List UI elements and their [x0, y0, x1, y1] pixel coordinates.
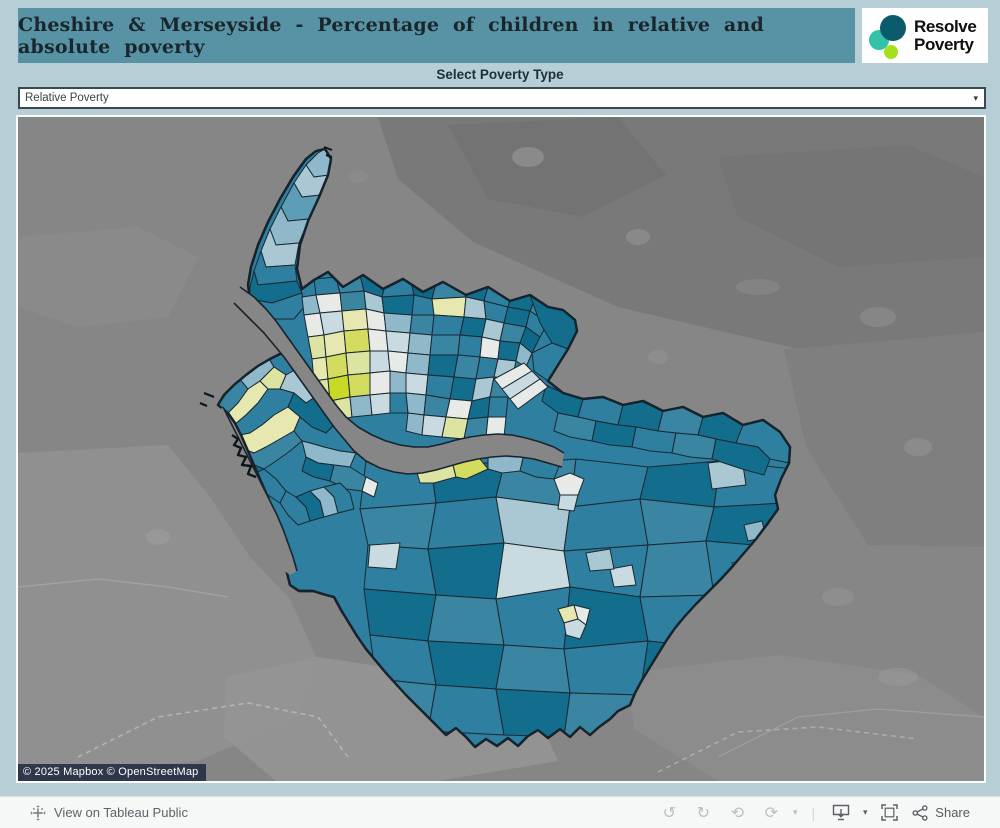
logo-circles-icon — [869, 14, 906, 59]
view-on-tableau-label: View on Tableau Public — [54, 805, 188, 820]
logo-text: Resolve Poverty — [914, 16, 977, 54]
fullscreen-icon — [881, 804, 898, 821]
dashboard-title-bar: Cheshire & Merseyside - Percentage of ch… — [18, 8, 855, 63]
poverty-type-select[interactable]: Relative Poverty ▾ — [18, 87, 986, 109]
download-icon — [833, 804, 850, 821]
resolve-poverty-logo: Resolve Poverty — [862, 8, 988, 63]
toolbar-separator: | — [811, 804, 816, 821]
tableau-toolbar: View on Tableau Public ↺ ↻ ⟲ ⟳ ▾ | ▾ — [0, 796, 1000, 828]
view-on-tableau-public[interactable]: View on Tableau Public — [30, 805, 188, 821]
map-frame: © 2025 Mapbox © OpenStreetMap — [16, 115, 986, 783]
map-canvas[interactable] — [18, 117, 984, 781]
poverty-type-value: Relative Poverty — [25, 92, 109, 104]
share-label: Share — [935, 805, 970, 820]
map-attribution[interactable]: © 2025 Mapbox © OpenStreetMap — [18, 764, 206, 781]
revert-icon[interactable]: ⟲ — [730, 804, 744, 822]
poverty-type-label: Select Poverty Type — [436, 67, 564, 82]
share-button[interactable]: Share — [912, 804, 970, 821]
tableau-logo-icon — [30, 805, 46, 820]
download-caret-icon[interactable]: ▾ — [863, 807, 868, 817]
refresh-caret-icon[interactable]: ▾ — [793, 807, 798, 817]
undo-icon[interactable]: ↺ — [662, 804, 676, 822]
refresh-icon[interactable]: ⟳ — [764, 804, 778, 822]
share-icon — [912, 804, 928, 821]
chevron-down-icon: ▾ — [973, 92, 978, 103]
download-button[interactable] — [824, 804, 858, 821]
fullscreen-button[interactable] — [872, 804, 906, 821]
toolbar-actions: ↺ ↻ ⟲ ⟳ ▾ | ▾ — [652, 803, 970, 823]
choropleth-map[interactable]: © 2025 Mapbox © OpenStreetMap — [18, 117, 984, 781]
page-title: Cheshire & Merseyside - Percentage of ch… — [18, 13, 764, 58]
redo-icon[interactable]: ↻ — [696, 804, 710, 822]
